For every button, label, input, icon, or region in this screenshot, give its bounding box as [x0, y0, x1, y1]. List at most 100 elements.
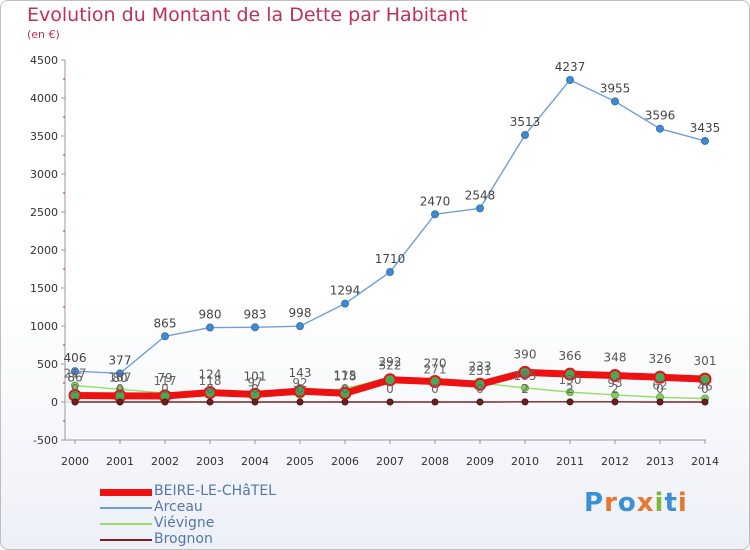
- data-point: [476, 204, 484, 213]
- data-point: [431, 210, 439, 219]
- data-label: 97: [247, 376, 262, 390]
- data-point: [476, 398, 484, 406]
- data-point: [383, 373, 397, 387]
- data-label: 62: [652, 378, 667, 392]
- data-label: 118: [199, 374, 222, 388]
- data-point: [611, 97, 619, 106]
- y-tick-label: 4500: [30, 54, 58, 67]
- data-point: [386, 268, 394, 277]
- data-label: 348: [604, 351, 627, 365]
- x-tick-label: 2013: [646, 455, 674, 468]
- data-point: [296, 398, 304, 406]
- data-point: [431, 398, 439, 406]
- data-point: [116, 369, 124, 378]
- data-label: 998: [289, 306, 312, 320]
- data-point: [473, 377, 487, 391]
- data-point: [701, 136, 709, 145]
- data-label: 185: [514, 369, 537, 383]
- x-tick-label: 2014: [691, 455, 719, 468]
- x-tick-label: 2006: [331, 455, 359, 468]
- data-point: [71, 367, 79, 376]
- data-label: 0: [656, 382, 664, 396]
- data-label: 301: [694, 354, 717, 368]
- x-tick-label: 2000: [61, 455, 89, 468]
- data-label: 322: [379, 359, 402, 373]
- data-point: [71, 398, 79, 406]
- data-label: 2: [566, 382, 574, 396]
- logo-letter: i: [654, 488, 665, 518]
- data-label: 0: [341, 382, 349, 396]
- data-point: [518, 365, 532, 379]
- logo-letter: r: [604, 488, 618, 518]
- data-label: 93: [607, 376, 622, 390]
- legend-label: Arceau: [154, 499, 203, 515]
- data-point: [566, 388, 574, 397]
- data-label: 233: [469, 359, 492, 373]
- data-label: 326: [649, 352, 672, 366]
- data-label: 377: [109, 353, 132, 367]
- data-point: [656, 398, 664, 406]
- data-label: 366: [559, 349, 582, 363]
- data-label: 3435: [690, 121, 721, 135]
- x-tick-label: 2010: [511, 455, 539, 468]
- y-tick-label: 0: [51, 396, 58, 409]
- data-label: 2: [611, 382, 619, 396]
- legend-item: Arceau: [100, 499, 320, 516]
- data-point: [386, 398, 394, 406]
- legend-label: Viévigne: [154, 515, 215, 531]
- data-point: [428, 374, 442, 388]
- x-tick-label: 2007: [376, 455, 404, 468]
- x-tick-label: 2001: [106, 455, 134, 468]
- data-point: [653, 370, 667, 384]
- x-tick-label: 2012: [601, 455, 629, 468]
- legend-swatch: [100, 523, 152, 525]
- y-tick-label: 2000: [30, 244, 58, 257]
- x-axis: 2000 2001 2002 2003 2004 2005 2006 2007 2008 2009…: [61, 439, 719, 468]
- data-point: [341, 398, 349, 406]
- data-label: 80: [112, 371, 127, 385]
- legend-label: Brognon: [154, 531, 213, 547]
- data-label: 270: [424, 356, 447, 370]
- data-point: [293, 384, 307, 398]
- data-point: [161, 332, 169, 341]
- x-tick-label: 2005: [286, 455, 314, 468]
- x-tick-label: 2002: [151, 455, 179, 468]
- logo-letter: x: [636, 488, 655, 518]
- logo-letter: o: [617, 488, 637, 518]
- data-label: 0: [701, 382, 709, 396]
- x-tick-label: 2003: [196, 455, 224, 468]
- data-point: [251, 323, 259, 332]
- data-label: 115: [334, 368, 357, 382]
- data-point: [701, 398, 709, 406]
- data-point: [611, 398, 619, 406]
- legend-item: Viévigne: [100, 515, 320, 532]
- data-label: 167: [109, 370, 132, 384]
- data-label: 406: [64, 351, 87, 365]
- data-label: 3596: [645, 109, 676, 123]
- proxiti-logo: Proxiti: [584, 488, 688, 518]
- data-label: 1294: [330, 284, 361, 298]
- data-point: [206, 323, 214, 332]
- data-point: [251, 398, 259, 406]
- legend-item: BEIRE-LE-CHâTEL: [100, 483, 320, 500]
- data-label: 0: [476, 382, 484, 396]
- data-labels: 406 377 865 980 983 998 1294 1710 2470 2548 3513 42…: [64, 60, 721, 396]
- data-point: [296, 322, 304, 331]
- data-label: 143: [289, 366, 312, 380]
- data-label: 0: [116, 382, 124, 396]
- x-tick-label: 2011: [556, 455, 584, 468]
- data-point: [521, 131, 529, 140]
- data-point: [116, 398, 124, 406]
- data-point: [521, 398, 529, 406]
- legend-swatch: [100, 539, 152, 541]
- data-label: 0: [431, 382, 439, 396]
- x-tick-label: 2004: [241, 455, 269, 468]
- data-label: 271: [424, 362, 447, 376]
- data-label: 117: [154, 374, 177, 388]
- data-point: [698, 372, 712, 386]
- y-tick-label: 4000: [30, 92, 58, 105]
- x-tick-label: 2009: [466, 455, 494, 468]
- data-label: 79: [157, 371, 172, 385]
- legend-item: Brognon: [100, 531, 320, 548]
